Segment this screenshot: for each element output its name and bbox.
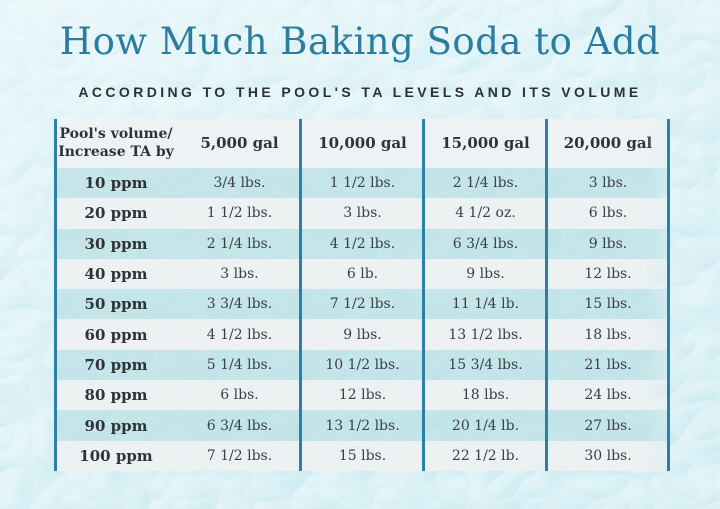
dosage-cell-15000-gal: 22 1/2 lb. [451,447,520,464]
dosage-cell-10000-gal: 12 lbs. [338,387,387,404]
dosage-cell-20000-gal: 27 lbs. [584,417,632,434]
dosage-cell-15000-gal: 2 1/4 lbs. [452,175,519,192]
dosage-cell-20000-gal: 9 lbs. [588,235,628,252]
dosage-cell-5000-gal: 3 lbs. [220,266,259,283]
dosage-cell-10000-gal: 9 lbs. [343,326,382,343]
dosage-cell-10000-gal: 15 lbs. [338,447,387,464]
table-row: 30 ppm 2 1/4 lbs. 4 1/2 lbs. 6 3/4 lbs. … [54,228,669,259]
dosage-cell-15000-gal: 6 3/4 lbs. [452,235,519,252]
ta-level-cell: 70 ppm [84,355,148,374]
dosage-cell-20000-gal: 21 lbs. [584,356,632,373]
ta-level-cell: 10 ppm [84,174,148,193]
dosage-cell-15000-gal: 9 lbs. [466,266,505,283]
corner-label-line1: Pool's volume/ [59,126,173,142]
dosage-cell-15000-gal: 11 1/4 lb. [451,296,520,313]
table-row: 60 ppm 4 1/2 lbs. 9 lbs. 13 1/2 lbs. 18 … [54,319,669,350]
table-row: 70 ppm 5 1/4 lbs. 10 1/2 lbs. 15 3/4 lbs… [54,349,669,381]
column-header-5000-gal: 5,000 gal [200,134,279,153]
dosage-cell-20000-gal: 3 lbs. [588,175,628,192]
dosage-cell-10000-gal: 4 1/2 lbs. [329,235,396,252]
dosage-cell-5000-gal: 6 3/4 lbs. [206,417,273,434]
ta-level-cell: 90 ppm [84,416,148,435]
dosage-cell-20000-gal: 24 lbs. [584,387,632,404]
table-row: 100 ppm 7 1/2 lbs. 15 lbs. 22 1/2 lb. 30… [54,440,669,471]
ta-level-cell: 60 ppm [84,325,148,344]
dosage-cell-15000-gal: 4 1/2 oz. [455,205,516,222]
table-border-right [54,119,57,471]
table-divider-1 [422,119,425,471]
dosage-cell-5000-gal: 3 3/4 lbs. [206,296,273,313]
dosage-cell-10000-gal: 6 lb. [346,266,379,283]
table-divider-2 [545,119,548,471]
ta-level-cell: 40 ppm [84,265,148,284]
ta-level-cell: 20 ppm [84,204,148,223]
ta-level-cell: 30 ppm [84,234,148,253]
table-row: 90 ppm 6 3/4 lbs. 13 1/2 lbs. 20 1/4 lb.… [54,410,669,441]
dosage-cell-15000-gal: 20 1/4 lb. [451,417,520,434]
table-divider-3 [667,119,670,471]
page-title: How Much Baking Soda to Add [59,20,661,63]
dosage-cell-10000-gal: 7 1/2 lbs. [329,296,396,313]
baking-soda-dosage-table: Pool's volume/ Increase TA by 5,000 gal … [54,119,670,471]
dosage-cell-10000-gal: 10 1/2 lbs. [325,356,400,373]
dosage-cell-15000-gal: 13 1/2 lbs. [448,326,523,343]
ta-level-cell: 80 ppm [84,386,148,405]
dosage-cell-15000-gal: 18 lbs. [461,387,510,404]
column-header-20000-gal: 20,000 gal [563,134,653,153]
dosage-cell-10000-gal: 1 1/2 lbs. [329,175,396,192]
page-subtitle: ACCORDING TO THE POOL'S TA LEVELS AND IT… [78,84,642,100]
dosage-cell-20000-gal: 12 lbs. [584,266,632,283]
dosage-cell-15000-gal: 15 3/4 lbs. [448,356,523,373]
dosage-cell-10000-gal: 13 1/2 lbs. [325,417,400,434]
table-row: 50 ppm 3 3/4 lbs. 7 1/2 lbs. 11 1/4 lb. … [54,289,669,320]
table-border-left [299,119,302,471]
column-header-10000-gal: 10,000 gal [318,134,407,153]
dosage-cell-20000-gal: 18 lbs. [584,326,632,343]
dosage-cell-5000-gal: 6 lbs. [220,387,259,404]
dosage-cell-5000-gal: 3/4 lbs. [213,175,266,192]
table-row: 40 ppm 3 lbs. 6 lb. 9 lbs. 12 lbs. [54,258,669,290]
dosage-cell-20000-gal: 6 lbs. [588,205,628,222]
dosage-cell-5000-gal: 2 1/4 lbs. [206,235,273,252]
dosage-cell-20000-gal: 30 lbs. [584,447,632,464]
table-row: 20 ppm 1 1/2 lbs. 3 lbs. 4 1/2 oz. 6 lbs… [54,198,669,229]
dosage-cell-5000-gal: 7 1/2 lbs. [206,447,273,464]
dosage-cell-10000-gal: 3 lbs. [343,205,382,222]
dosage-cell-20000-gal: 15 lbs. [584,296,632,313]
dosage-cell-5000-gal: 5 1/4 lbs. [206,356,273,373]
column-header-15000-gal: 15,000 gal [441,134,530,153]
table-row: 10 ppm 3/4 lbs. 1 1/2 lbs. 2 1/4 lbs. 3 … [54,168,669,199]
table-body: 10 ppm 3/4 lbs. 1 1/2 lbs. 2 1/4 lbs. 3 … [54,168,669,471]
dosage-cell-5000-gal: 1 1/2 lbs. [206,205,273,222]
table-row: 80 ppm 6 lbs. 12 lbs. 18 lbs. 24 lbs. [54,380,669,411]
table-header-row: Pool's volume/ Increase TA by 5,000 gal … [54,119,669,168]
corner-label-line2: Increase TA by [58,143,174,160]
ta-level-cell: 100 ppm [79,446,153,465]
ta-level-cell: 50 ppm [84,295,148,314]
column-header-pools-volume: Pool's volume/ Increase TA by [54,126,178,161]
dosage-cell-5000-gal: 4 1/2 lbs. [206,326,273,343]
